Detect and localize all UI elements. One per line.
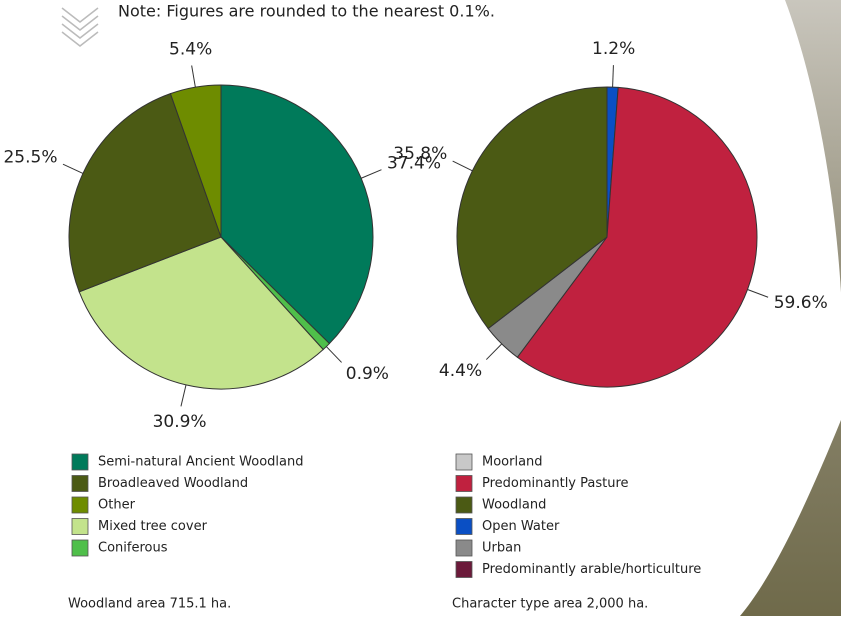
note: Note: Figures are rounded to the nearest…: [118, 2, 495, 21]
legend-label: Urban: [482, 541, 521, 556]
slice-label: 4.4%: [439, 361, 482, 381]
legend-label: Moorland: [482, 455, 543, 470]
legend-swatch: [456, 519, 472, 535]
caption: Woodland area 715.1 ha.: [68, 597, 231, 612]
legend-swatch: [456, 497, 472, 513]
legend-swatch: [72, 519, 88, 535]
slice-label: 30.9%: [153, 412, 207, 432]
slice-label: 1.2%: [592, 39, 635, 59]
legend-label: Open Water: [482, 519, 560, 534]
legend-swatch: [72, 454, 88, 470]
legend-label: Other: [98, 498, 136, 513]
slice-label: 59.6%: [774, 293, 828, 313]
legend-swatch: [456, 476, 472, 492]
legend-swatch: [456, 562, 472, 578]
legend-swatch: [72, 497, 88, 513]
slice-label: 5.4%: [169, 40, 212, 60]
slice-label: 35.8%: [393, 144, 447, 164]
legend-label: Woodland: [482, 498, 546, 513]
slice-label: 0.9%: [346, 364, 389, 384]
legend-label: Broadleaved Woodland: [98, 476, 248, 491]
caption: Character type area 2,000 ha.: [452, 597, 648, 612]
legend-swatch: [456, 540, 472, 556]
legend-swatch: [72, 476, 88, 492]
legend-label: Mixed tree cover: [98, 519, 208, 534]
slice-label: 25.5%: [3, 148, 57, 168]
page: Note: Figures are rounded to the nearest…: [0, 0, 841, 616]
legend-label: Coniferous: [98, 541, 168, 556]
legend-label: Predominantly arable/horticulture: [482, 562, 701, 577]
legend-label: Semi-natural Ancient Woodland: [98, 455, 304, 470]
legend-swatch: [72, 540, 88, 556]
legend-swatch: [456, 454, 472, 470]
legend-label: Predominantly Pasture: [482, 476, 629, 491]
